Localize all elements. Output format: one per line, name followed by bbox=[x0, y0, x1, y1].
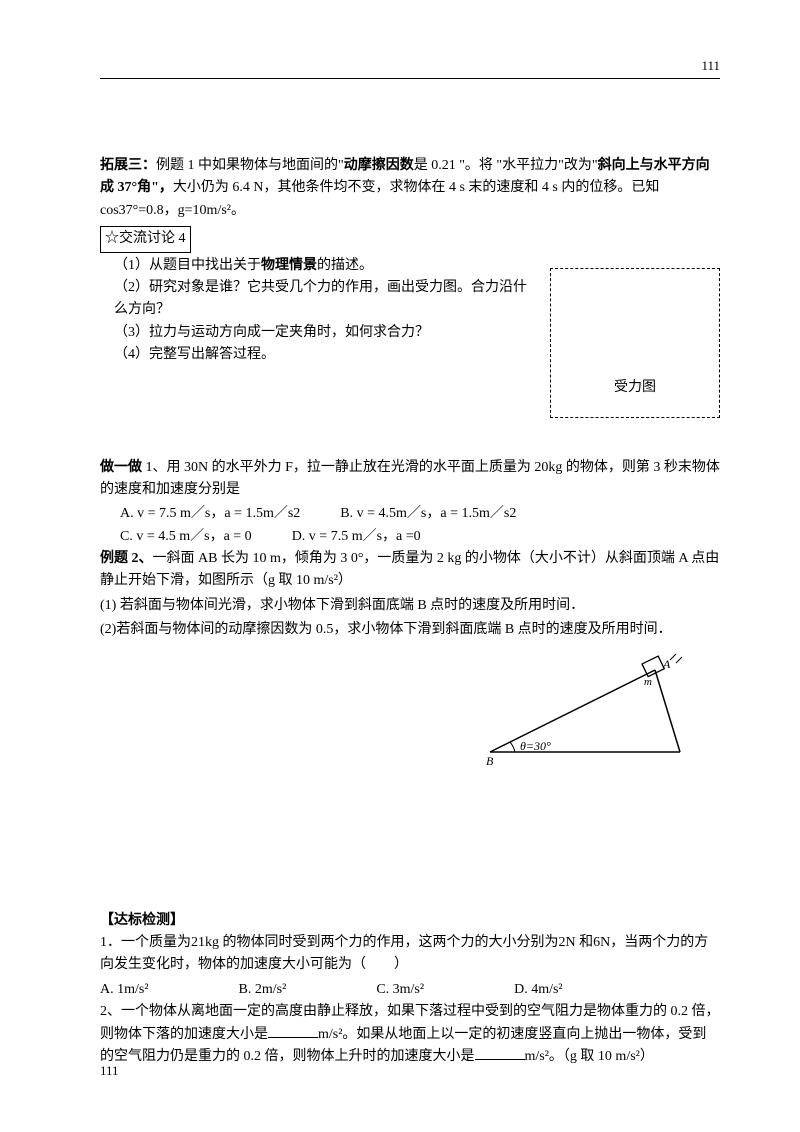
q1a: （1）从题目中找出关于 bbox=[114, 258, 261, 273]
discussion-q1: （1）从题目中找出关于物理情景的描述。 bbox=[100, 255, 540, 277]
blank-1 bbox=[268, 1024, 318, 1038]
force-diagram-label: 受力图 bbox=[614, 377, 656, 399]
discussion-q3: （3）拉力与运动方向成一定夹角时，如何求合力？ bbox=[100, 322, 540, 344]
main-content: 拓展三：例题 1 中如果物体与地面间的"动摩擦因数是 0.21 "。将 "水平拉… bbox=[100, 155, 720, 1068]
q1-opt-c: C. 3m/s² bbox=[376, 979, 424, 1001]
ex2-q2: (2)若斜面与物体间的动摩擦因数为 0.5，求小物体下滑到斜面底端 B 点时的速… bbox=[100, 619, 720, 641]
do-it-block: 做一做 1、用 30N 的水平外力 F，拉一静止放在光滑的水平面上质量为 20k… bbox=[100, 457, 720, 502]
q1-opt-a: A. 1m/s² bbox=[100, 979, 149, 1001]
incline-diagram: A m B θ=30° bbox=[100, 652, 720, 782]
discussion-q4: （4）完整写出解答过程。 bbox=[100, 344, 540, 366]
discussion-title: ☆交流讨论 4 bbox=[105, 231, 186, 246]
label-m: m bbox=[644, 676, 652, 688]
doit-text: 1、用 30N 的水平外力 F，拉一静止放在光滑的水平面上质量为 20kg 的物… bbox=[100, 460, 720, 497]
force-diagram-box: 受力图 bbox=[550, 268, 720, 418]
ex2-prefix: 例题 2、 bbox=[100, 551, 153, 566]
doit-b: B. v = 4.5m／s，a = 1.5m／s2 bbox=[340, 503, 516, 525]
page-number-top: 111 bbox=[701, 56, 720, 77]
label-B: B bbox=[486, 754, 494, 768]
q1c: 的描述。 bbox=[317, 258, 373, 273]
page-number-bottom: 111 bbox=[100, 1061, 119, 1082]
discussion-q2: （2）研究对象是谁？它共受几个力的作用，画出受力图。合力沿什么方向？ bbox=[100, 277, 540, 322]
label-theta: θ=30° bbox=[520, 739, 551, 753]
doit-row1: A. v = 7.5 m／s，a = 1.5m／s2 B. v = 4.5m／s… bbox=[100, 503, 720, 525]
discussion-title-box: ☆交流讨论 4 bbox=[100, 226, 191, 252]
incline-svg: A m B θ=30° bbox=[480, 652, 700, 772]
label-A: A bbox=[662, 657, 671, 671]
ex2-q1: (1) 若斜面与物体间光滑，求小物体下滑到斜面底端 B 点时的速度及所用时间． bbox=[100, 595, 720, 617]
ext3-t2: 大小仍为 6.4 N，其他条件均不变，求物体在 4 s 末的速度和 4 s 内的… bbox=[100, 180, 659, 217]
target-q1-options: A. 1m/s² B. 2m/s² C. 3m/s² D. 4m/s² bbox=[100, 979, 720, 1001]
doit-d: D. v = 7.5 m／s，a =0 bbox=[292, 526, 421, 548]
doit-prefix: 做一做 bbox=[100, 460, 142, 475]
doit-row2: C. v = 4.5 m／s，a = 0 D. v = 7.5 m／s，a =0 bbox=[100, 526, 720, 548]
q1-opt-b: B. 2m/s² bbox=[239, 979, 287, 1001]
doit-a: A. v = 7.5 m／s，a = 1.5m／s2 bbox=[120, 503, 300, 525]
ex2-text1: 一斜面 AB 长为 10 m，倾角为 3 0°，一质量为 2 kg 的小物体（大… bbox=[100, 551, 719, 588]
q1b: 物理情景 bbox=[261, 258, 317, 273]
ext3-t1b: 动摩擦因数 bbox=[344, 158, 414, 173]
ext3-t1a: 例题 1 中如果物体与地面间的" bbox=[156, 158, 344, 173]
q2c: m/s²。（g 取 10 m/s²） bbox=[525, 1049, 654, 1064]
ext3-prefix: 拓展三： bbox=[100, 158, 156, 173]
example-2: 例题 2、一斜面 AB 长为 10 m，倾角为 3 0°，一质量为 2 kg 的… bbox=[100, 548, 720, 593]
ext3-t1c: 是 0.21 "。将 "水平拉力"改为" bbox=[414, 158, 598, 173]
q1-opt-d: D. 4m/s² bbox=[514, 979, 563, 1001]
target-q2: 2、一个物体从离地面一定的高度由静止释放，如果下落过程中受到的空气阻力是物体重力… bbox=[100, 1001, 720, 1068]
blank-2 bbox=[475, 1046, 525, 1060]
header-rule bbox=[100, 78, 720, 79]
doit-c: C. v = 4.5 m／s，a = 0 bbox=[120, 526, 252, 548]
target-header: 【达标检测】 bbox=[100, 910, 720, 932]
extension-3: 拓展三：例题 1 中如果物体与地面间的"动摩擦因数是 0.21 "。将 "水平拉… bbox=[100, 155, 720, 222]
target-q1: 1．一个质量为21kg 的物体同时受到两个力的作用，这两个力的大小分别为2N 和… bbox=[100, 932, 720, 977]
